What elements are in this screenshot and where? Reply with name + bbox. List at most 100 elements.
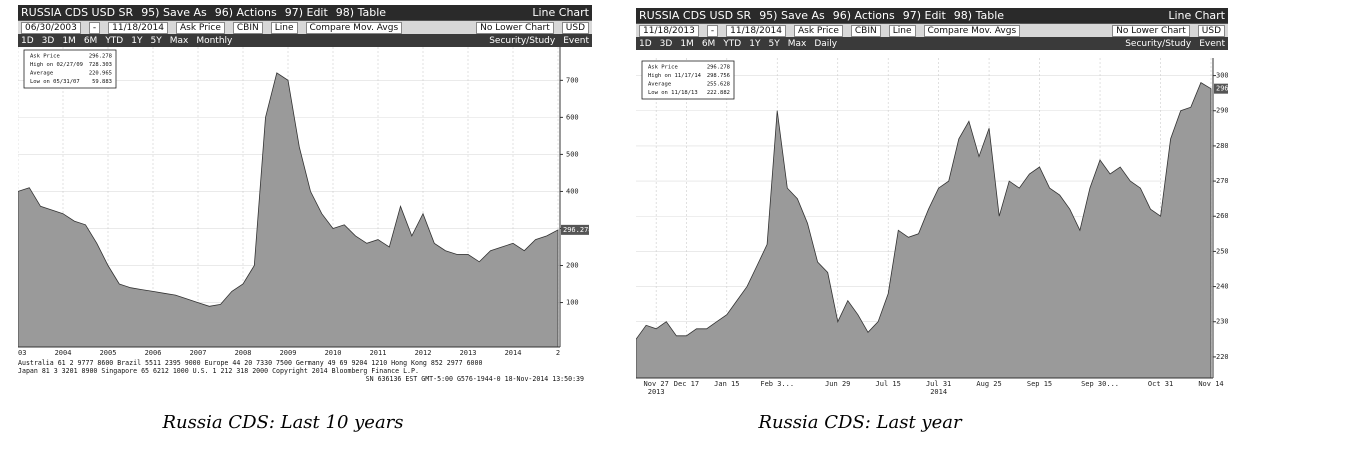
- toolbar-item[interactable]: 11/18/2013: [639, 24, 699, 37]
- toolbar-item[interactable]: Line Chart: [532, 6, 589, 19]
- last-value-label: 296.278: [1216, 85, 1228, 93]
- y-tick-label: 240: [1216, 283, 1228, 291]
- legend-box: [23, 49, 117, 89]
- toolbar-item[interactable]: 1Y: [131, 35, 143, 46]
- toolbar-item[interactable]: 98) Table: [953, 9, 1005, 22]
- y-tick-label: 220: [1216, 353, 1228, 361]
- toolbar-item[interactable]: USD: [1197, 24, 1225, 37]
- toolbar-item[interactable]: 5Y: [768, 38, 780, 49]
- toolbar-item[interactable]: Monthly: [196, 35, 233, 46]
- x-tick-label: 2009: [280, 349, 297, 357]
- last-value-tag: [1214, 83, 1228, 94]
- toolbar-item[interactable]: 1D: [21, 35, 34, 46]
- toolbar-item[interactable]: Event: [1199, 38, 1225, 49]
- legend-value: 728.303: [89, 62, 112, 68]
- x-tick-label: 2012: [415, 349, 432, 357]
- toolbar-item[interactable]: Ask Price: [176, 21, 225, 34]
- chart-panel: RUSSIA CDS USD SR 95) Save As 96) Actions 9…: [636, 8, 1228, 395]
- x-tick-label: Nov 14: [1198, 380, 1223, 388]
- toolbar-item[interactable]: 96) Actions: [832, 9, 895, 22]
- legend-label: Ask Price: [648, 65, 678, 71]
- toolbar-item[interactable]: No Lower Chart: [1112, 24, 1190, 37]
- toolbar-item[interactable]: Line: [270, 21, 298, 34]
- toolbar-item[interactable]: CBIN: [850, 24, 881, 37]
- toolbar-item[interactable]: Line Chart: [1168, 9, 1225, 22]
- x-tick-label: 2005: [100, 349, 117, 357]
- toolbar-item[interactable]: YTD: [723, 38, 742, 49]
- last-value-label: 296.278: [563, 226, 592, 234]
- toolbar-item[interactable]: Security/Study: [489, 35, 556, 46]
- toolbar-item[interactable]: 1M: [62, 35, 76, 46]
- toolbar-item[interactable]: 6M: [83, 35, 98, 46]
- toolbar-item[interactable]: Security/Study: [1125, 38, 1192, 49]
- toolbar-item[interactable]: 3D: [41, 35, 55, 46]
- x-year-label: 2014: [930, 388, 947, 395]
- legend-value: 296.278: [707, 65, 730, 71]
- x-tick-label: Jun 29: [825, 380, 850, 388]
- y-tick-label: 500: [566, 150, 579, 158]
- toolbar-item[interactable]: 1M: [680, 38, 694, 49]
- toolbar-item[interactable]: 95) Save As: [141, 6, 207, 19]
- toolbar-item[interactable]: 1Y: [749, 38, 761, 49]
- y-tick-label: 290: [1216, 107, 1228, 115]
- legend-value: 222.882: [707, 90, 730, 96]
- footer-text: Australia 61 2 9777 8600 Brazil 5511 239…: [18, 359, 482, 367]
- y-tick-label: 400: [566, 187, 579, 195]
- toolbar-item[interactable]: Max: [169, 35, 189, 46]
- toolbar-item[interactable]: 96) Actions: [214, 6, 277, 19]
- toolbar-item[interactable]: Event: [563, 35, 589, 46]
- x-tick-label: 2: [556, 349, 560, 357]
- toolbar-item[interactable]: USD: [561, 21, 589, 34]
- legend-value: 255.628: [707, 82, 730, 88]
- toolbar-item[interactable]: 95) Save As: [759, 9, 825, 22]
- toolbar-item[interactable]: Compare Mov. Avgs: [305, 21, 403, 34]
- toolbar-item[interactable]: 5Y: [150, 35, 162, 46]
- toolbar-item[interactable]: 97) Edit: [284, 6, 328, 19]
- toolbar-item[interactable]: RUSSIA CDS USD SR: [639, 9, 752, 22]
- toolbar-item[interactable]: Compare Mov. Avgs: [923, 24, 1021, 37]
- legend-label: High on 02/27/09: [30, 62, 83, 68]
- toolbar-item[interactable]: -: [88, 21, 101, 34]
- toolbar-item[interactable]: 6M: [701, 38, 716, 49]
- y-tick-label: 100: [566, 299, 579, 307]
- x-year-label: 2013: [648, 388, 665, 395]
- y-tick-label: 250: [1216, 247, 1228, 255]
- toolbar-item[interactable]: 06/30/2003: [21, 21, 81, 34]
- toolbar: 1D 3D 1M 6M YTD 1Y 5Y Max Daily Security/Study Eve…: [636, 37, 1228, 50]
- toolbar-item[interactable]: 1D: [639, 38, 652, 49]
- toolbar-item[interactable]: RUSSIA CDS USD SR: [21, 6, 134, 19]
- toolbar-item[interactable]: 3D: [659, 38, 673, 49]
- toolbar-item[interactable]: Ask Price: [794, 24, 843, 37]
- chart: 220 230 240 250 260 270 280 290 300 Nov 27 Dec 17 J…: [636, 50, 1228, 395]
- x-tick-label: 2008: [235, 349, 252, 357]
- x-tick-label: Sep 30...: [1081, 380, 1119, 388]
- toolbar-item[interactable]: CBIN: [232, 21, 263, 34]
- toolbar-item[interactable]: No Lower Chart: [476, 21, 554, 34]
- footer-text: Japan 81 3 3201 8900 Singapore 65 6212 1…: [18, 367, 419, 375]
- x-tick-label: Oct 31: [1148, 380, 1173, 388]
- toolbar-item[interactable]: YTD: [105, 35, 124, 46]
- x-tick-label: 2010: [325, 349, 342, 357]
- x-tick-label: Sep 15: [1027, 380, 1052, 388]
- x-tick-label: Jul 31: [926, 380, 951, 388]
- toolbar-item[interactable]: Line: [888, 24, 916, 37]
- toolbar-item[interactable]: 11/18/2014: [726, 24, 786, 37]
- x-tick-label: 2004: [55, 349, 72, 357]
- x-tick-label: 2011: [370, 349, 387, 357]
- toolbar-item[interactable]: Daily: [814, 38, 838, 49]
- x-tick-label: Dec 17: [674, 380, 699, 388]
- y-tick-label: 200: [566, 262, 579, 270]
- toolbar-item[interactable]: -: [706, 24, 719, 37]
- toolbar: 06/30/2003-11/18/2014 Ask Price CBIN Line Co…: [18, 20, 592, 34]
- legend-box: [641, 60, 735, 100]
- chart: 1002003004005006007002003200420052006200…: [18, 47, 592, 387]
- toolbar-item[interactable]: 11/18/2014: [108, 21, 168, 34]
- x-tick-label: Feb 3...: [760, 380, 794, 388]
- toolbar-item[interactable]: 98) Table: [335, 6, 387, 19]
- toolbar: RUSSIA CDS USD SR 95) Save As 96) Actions 9…: [636, 8, 1228, 23]
- legend-label: Average: [648, 82, 671, 88]
- toolbar-item[interactable]: Max: [787, 38, 807, 49]
- y-tick-label: 600: [566, 113, 579, 121]
- toolbar-item[interactable]: 97) Edit: [902, 9, 946, 22]
- legend-label: Low on 05/31/07: [30, 79, 80, 85]
